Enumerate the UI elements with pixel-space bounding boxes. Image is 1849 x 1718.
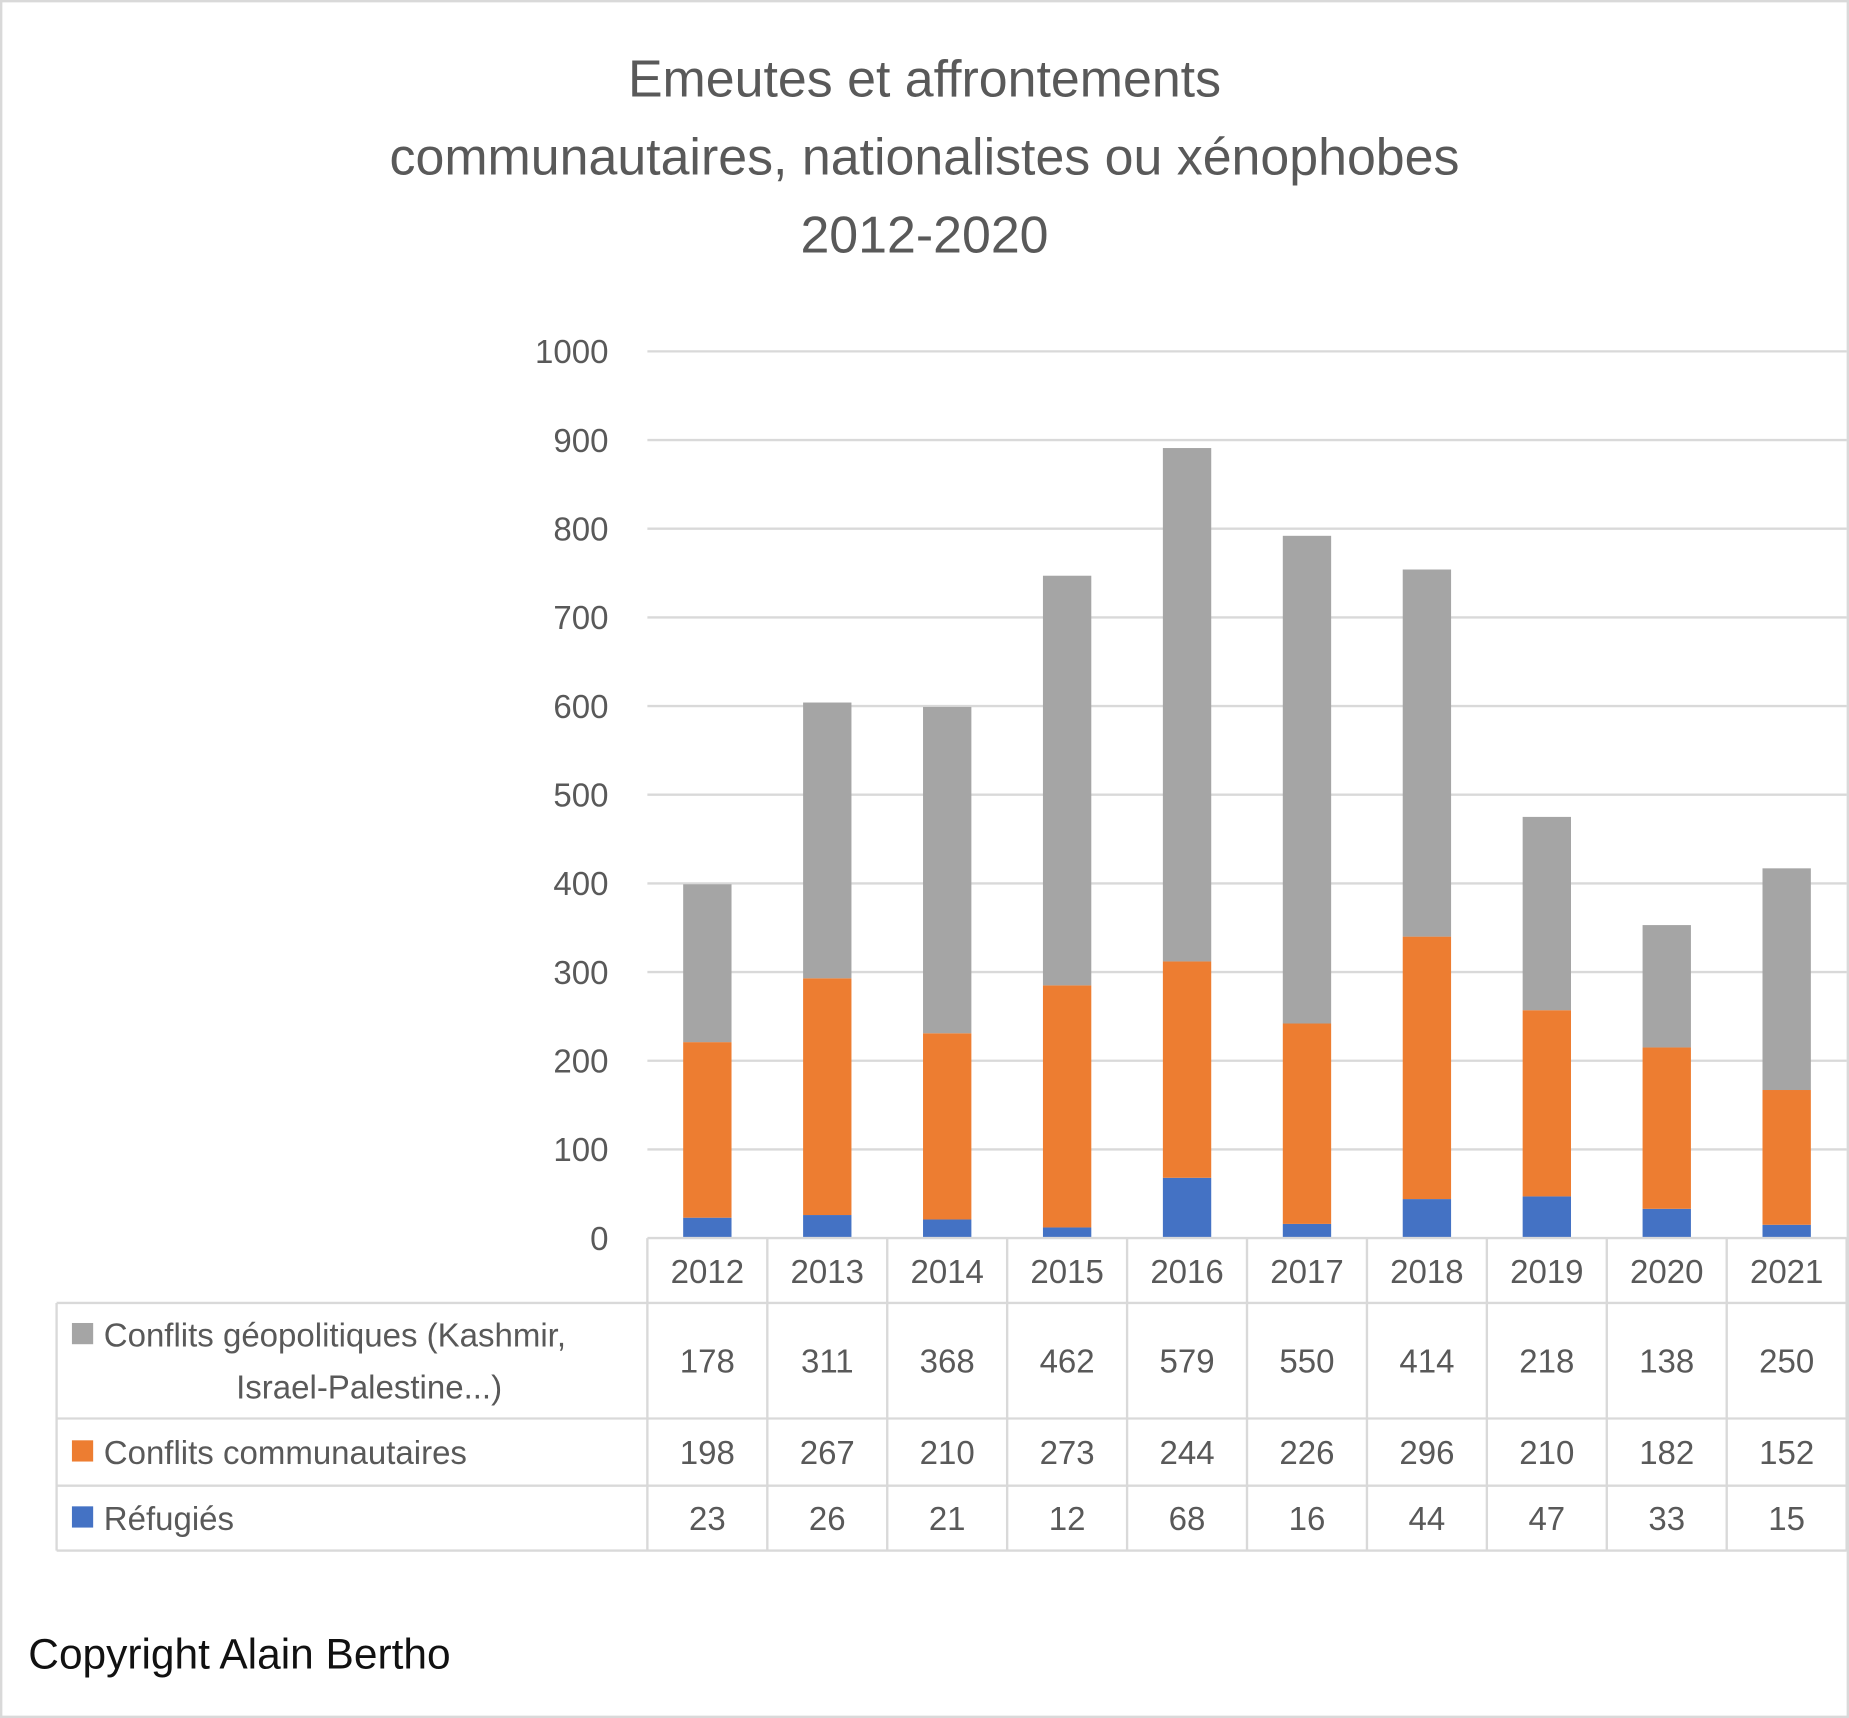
legend-label: Réfugiés [104,1500,234,1537]
bar-segment [1522,1010,1572,1197]
bar-segment [1402,1199,1452,1239]
bar-segment [1522,816,1572,1011]
x-tick-label: 2012 [671,1253,744,1290]
bar-segment [683,884,732,1043]
legend-swatch [71,1322,94,1345]
x-tick-label: 2018 [1390,1253,1463,1290]
chart-title-line-3: 2012-2020 [800,205,1048,263]
table-cell: 218 [1519,1343,1574,1380]
bar-segment [1642,1047,1691,1209]
bar-segment [923,1033,972,1220]
bar-segment [1042,985,1092,1228]
y-tick-label: 500 [553,777,608,814]
bar-segment [803,978,852,1216]
x-tick-label: 2016 [1150,1253,1223,1290]
bar-segment [1282,535,1332,1024]
bar-segment [1762,1090,1811,1225]
table-cell: 26 [809,1500,846,1537]
table-cell: 182 [1639,1434,1694,1471]
y-tick-label: 1000 [535,333,608,370]
table-cell: 550 [1279,1343,1334,1380]
y-tick-label: 0 [590,1220,608,1257]
bar-segment [1402,569,1452,937]
bar-segment [923,1219,972,1239]
chart-title-line-2: communautaires, nationalistes ou xénopho… [390,128,1460,186]
table-cell: 311 [801,1343,854,1380]
table-cell: 68 [1169,1500,1206,1537]
bar-segment [1042,1227,1092,1239]
bar-segment [803,1215,852,1239]
table-cell: 138 [1639,1343,1694,1380]
bar-segment [1762,1224,1811,1239]
table-cell: 210 [920,1434,975,1471]
bar-segment [1762,868,1811,1091]
table-cell: 244 [1160,1434,1215,1471]
bar-segment [1162,448,1212,962]
bar-segment [1282,1223,1332,1239]
bar-segment [923,706,972,1034]
chart-title: Emeutes et affrontements communautaires,… [390,50,1460,264]
bar-segment [1522,1196,1572,1239]
legend-label: Conflits géopolitiques (Kashmir, [104,1317,566,1354]
table-cell: 414 [1399,1343,1454,1380]
bar-segment [1642,1208,1691,1239]
table-cell: 368 [920,1343,975,1380]
legend-label: Conflits communautaires [104,1434,467,1471]
table-cell: 15 [1768,1500,1805,1537]
bar-segment [683,1042,732,1218]
table-cell: 250 [1759,1343,1814,1380]
table-cell: 296 [1399,1434,1454,1471]
table-cell: 23 [689,1500,726,1537]
chart-title-line-1: Emeutes et affrontements [628,50,1221,108]
y-tick-label: 800 [553,511,608,548]
y-tick-label: 900 [553,422,608,459]
x-tick-label: 2019 [1510,1253,1583,1290]
y-tick-label: 600 [553,688,608,725]
bar-segment [683,1217,732,1239]
table-cell: 21 [929,1500,966,1537]
table-cell: 198 [680,1434,735,1471]
table-cell: 273 [1040,1434,1095,1471]
bar-segment [1642,925,1691,1048]
table-cell: 178 [680,1343,735,1380]
table-cell: 579 [1160,1343,1215,1380]
x-tick-label: 2015 [1030,1253,1103,1290]
bar-segment [1402,936,1452,1200]
legend-swatch [71,1506,94,1528]
table-cell: 226 [1279,1434,1334,1471]
legend-swatch [71,1440,94,1462]
table-cell: 462 [1040,1343,1095,1380]
table-cell: 12 [1049,1500,1086,1537]
table-cell: 210 [1519,1434,1574,1471]
y-tick-label: 400 [553,865,608,902]
bar-segment [1282,1023,1332,1224]
y-tick-label: 200 [553,1043,608,1080]
y-tick-label: 700 [553,599,608,636]
y-tick-label: 300 [553,954,608,991]
bar-segment [1042,575,1092,986]
table-cell: 47 [1528,1500,1565,1537]
copyright-text: Copyright Alain Bertho [28,1630,450,1677]
table-cell: 152 [1759,1434,1814,1471]
bar-segment [803,702,852,979]
x-tick-label: 2014 [910,1253,983,1290]
x-tick-label: 2017 [1270,1253,1343,1290]
x-tick-label: 2020 [1630,1253,1703,1290]
table-cell: 267 [800,1434,855,1471]
x-tick-label: 2013 [791,1253,864,1290]
legend-label: Israel-Palestine...) [236,1368,502,1405]
table-cell: 33 [1648,1500,1685,1537]
table-cell: 44 [1409,1500,1446,1537]
bar-segment [1162,1177,1212,1239]
table-cell: 16 [1289,1500,1326,1537]
bar-segment [1162,961,1212,1178]
x-tick-label: 2021 [1750,1253,1823,1290]
y-tick-label: 100 [553,1131,608,1168]
